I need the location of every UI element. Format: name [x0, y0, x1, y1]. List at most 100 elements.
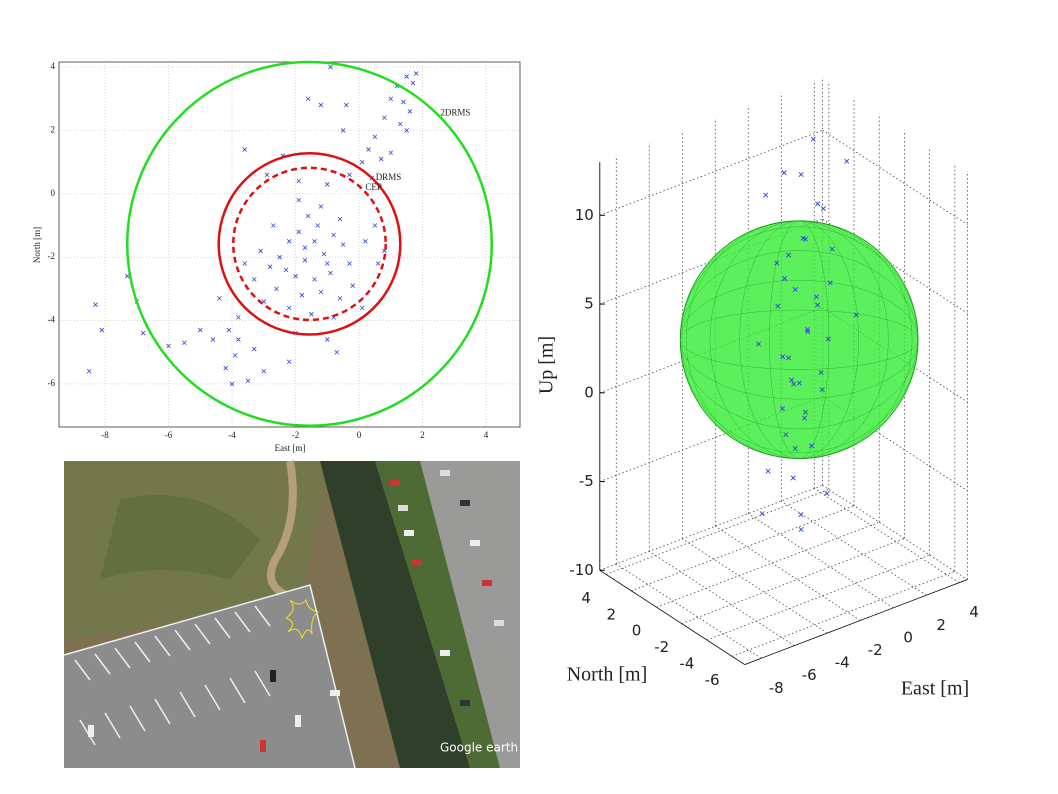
point: [783, 432, 789, 438]
point: [286, 239, 292, 244]
point: [792, 445, 798, 451]
y-tick-label: -4: [679, 655, 694, 673]
point: [388, 96, 394, 102]
point: [829, 246, 835, 252]
watermark: Google earth: [440, 741, 518, 755]
road-parking: [420, 461, 520, 768]
point: [340, 242, 346, 247]
point: [779, 405, 785, 411]
circle-label: CEP: [365, 182, 382, 192]
point: [827, 280, 833, 286]
x-tick-label: -4: [228, 430, 236, 440]
point: [223, 365, 228, 371]
x-tick-label: 0: [903, 628, 913, 646]
sphere-mesh: [679, 226, 919, 453]
point: [251, 346, 257, 352]
point: [404, 128, 409, 133]
point: [124, 273, 130, 279]
point: [378, 156, 384, 162]
y-tick-label: 0: [51, 188, 56, 198]
point: [791, 381, 797, 387]
point: [251, 277, 257, 282]
point: [296, 229, 301, 235]
point: [802, 409, 808, 415]
point: [781, 170, 787, 176]
point: [800, 235, 806, 241]
y-tick-label: 4: [51, 61, 56, 71]
grid-line: [822, 484, 968, 580]
point: [267, 264, 273, 269]
point: [774, 260, 780, 266]
point: [331, 232, 336, 238]
point: [271, 223, 276, 228]
y-axis-label: North [m]: [567, 664, 648, 686]
point: [359, 159, 365, 165]
grid-line: [822, 129, 968, 225]
x-tick-label: -8: [769, 679, 784, 697]
y-tick-label: -4: [48, 315, 56, 325]
point: [366, 147, 371, 152]
point: [226, 327, 232, 333]
point: [790, 475, 796, 481]
bank: [375, 461, 500, 768]
y-tick-label: 2: [607, 605, 617, 623]
x-tick-label: 2: [420, 430, 425, 440]
parking-lines: [63, 584, 356, 769]
point: [789, 377, 795, 383]
point: [410, 80, 416, 86]
point: [337, 296, 343, 301]
point: [242, 147, 248, 152]
point: [340, 128, 346, 133]
point: [780, 354, 786, 360]
x-axis-label: East [m]: [275, 443, 306, 453]
y-tick-label: -6: [48, 378, 56, 388]
x-tick-label: -8: [101, 430, 109, 440]
point: [372, 134, 378, 140]
point: [382, 115, 387, 121]
grid-line: [748, 513, 894, 609]
point: [210, 337, 216, 342]
point: [286, 305, 292, 311]
point: [388, 150, 394, 155]
circle: [217, 152, 402, 336]
point: [407, 109, 413, 114]
x-tick-label: 4: [969, 603, 979, 621]
y-tick-label: 4: [581, 589, 591, 607]
point: [372, 223, 378, 228]
point: [309, 311, 314, 317]
point: [318, 204, 324, 209]
point: [813, 294, 819, 300]
point: [286, 359, 292, 365]
aerial-photo: Google earth: [63, 460, 520, 769]
x-tick-label: 4: [484, 430, 489, 440]
grid-line: [781, 500, 927, 596]
point: [328, 270, 333, 276]
parking-lot: [64, 585, 355, 768]
point: [315, 223, 321, 228]
point: [347, 172, 352, 178]
point: [318, 102, 324, 108]
x-tick-label: 0: [357, 430, 362, 440]
point: [93, 302, 98, 307]
x-tick-label: -6: [802, 666, 817, 684]
point: [359, 305, 365, 311]
z-tick-label: -5: [579, 472, 594, 490]
point: [798, 171, 804, 178]
y-axis: [599, 569, 745, 665]
x-tick-label: -2: [868, 641, 883, 659]
circle-label: 2DRMS: [440, 107, 470, 117]
canal: [320, 461, 470, 768]
point: [786, 355, 792, 361]
point: [140, 330, 146, 336]
point: [824, 490, 830, 496]
z-tick-label: 0: [584, 383, 594, 401]
point: [245, 378, 251, 384]
point: [324, 261, 330, 266]
x-tick-label: -2: [292, 430, 300, 440]
point: [798, 512, 804, 518]
point: [815, 201, 821, 207]
point: [99, 327, 105, 333]
point: [198, 327, 203, 333]
z-tick-label: -10: [569, 561, 594, 579]
x-tick-label: -6: [165, 430, 173, 440]
